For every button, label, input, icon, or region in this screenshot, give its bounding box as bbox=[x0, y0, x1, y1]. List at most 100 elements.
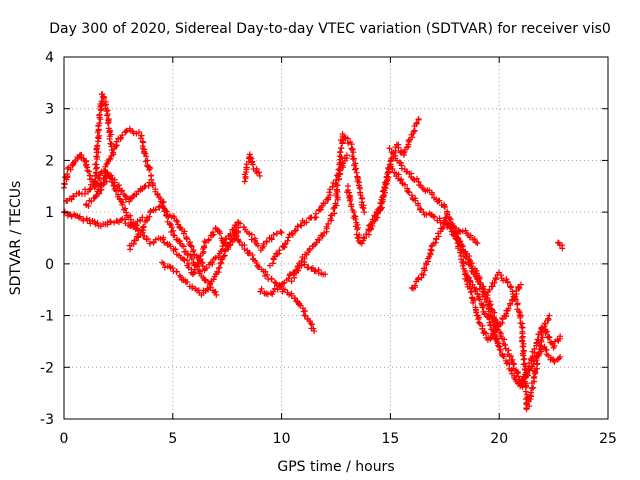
data-point bbox=[396, 159, 403, 166]
data-point bbox=[395, 144, 402, 151]
data-point bbox=[230, 231, 237, 238]
data-point bbox=[225, 246, 232, 253]
data-point bbox=[152, 206, 159, 213]
data-point bbox=[335, 175, 342, 182]
data-point bbox=[325, 220, 332, 227]
data-point bbox=[135, 129, 142, 136]
data-point bbox=[269, 260, 276, 267]
data-point bbox=[291, 228, 298, 235]
data-point bbox=[412, 197, 419, 204]
data-point bbox=[531, 373, 538, 380]
data-point bbox=[339, 130, 346, 137]
data-point bbox=[218, 256, 225, 263]
data-point bbox=[338, 145, 345, 152]
data-point bbox=[195, 253, 202, 260]
data-point bbox=[374, 210, 381, 217]
data-point bbox=[141, 184, 148, 191]
data-point bbox=[429, 191, 436, 198]
data-point bbox=[441, 203, 448, 210]
data-point bbox=[490, 330, 497, 337]
data-point bbox=[227, 239, 234, 246]
data-point bbox=[307, 320, 314, 327]
y-tick-label: 4 bbox=[45, 50, 54, 66]
data-point bbox=[534, 360, 541, 367]
data-point bbox=[303, 219, 310, 226]
data-point bbox=[241, 246, 248, 253]
data-point bbox=[119, 132, 126, 139]
data-point bbox=[173, 268, 180, 275]
data-point bbox=[191, 266, 198, 273]
data-point bbox=[354, 224, 361, 231]
data-point bbox=[177, 274, 184, 281]
data-point bbox=[484, 294, 491, 301]
data-point bbox=[557, 333, 564, 340]
y-tick-label: -1 bbox=[40, 309, 54, 325]
data-point bbox=[337, 171, 344, 178]
data-point bbox=[519, 343, 526, 350]
data-point bbox=[316, 237, 323, 244]
data-point bbox=[99, 91, 106, 98]
data-point bbox=[441, 204, 448, 211]
ticks: 0 5 10 15 20 25 -3 -2 -1 0 1 2 3 4 bbox=[40, 50, 617, 447]
data-point bbox=[88, 198, 95, 205]
data-point bbox=[92, 179, 99, 186]
data-point bbox=[543, 351, 550, 358]
data-point bbox=[184, 278, 191, 285]
data-point bbox=[379, 196, 386, 203]
series-trace-6 bbox=[126, 202, 285, 274]
data-point bbox=[160, 198, 167, 205]
data-point bbox=[86, 217, 93, 224]
data-point bbox=[515, 373, 522, 380]
data-point bbox=[470, 299, 477, 306]
data-point bbox=[201, 243, 208, 250]
series-trace-15 bbox=[386, 145, 503, 350]
data-point bbox=[473, 309, 480, 316]
data-point bbox=[508, 284, 515, 291]
data-point bbox=[536, 348, 543, 355]
y-tick-label: 1 bbox=[45, 205, 54, 221]
plot-frame bbox=[63, 56, 609, 420]
data-point bbox=[526, 403, 533, 410]
data-point bbox=[106, 135, 113, 142]
data-point bbox=[523, 373, 530, 380]
data-point bbox=[190, 270, 197, 277]
data-point bbox=[96, 132, 103, 139]
data-point bbox=[138, 132, 145, 139]
data-point bbox=[189, 283, 196, 290]
data-point bbox=[94, 142, 101, 149]
data-point bbox=[487, 322, 494, 329]
data-point bbox=[263, 239, 270, 246]
data-point bbox=[413, 119, 420, 126]
data-point bbox=[278, 229, 285, 236]
data-point bbox=[348, 203, 355, 210]
data-point bbox=[476, 275, 483, 282]
data-point bbox=[161, 264, 168, 271]
data-point bbox=[517, 281, 524, 288]
data-point bbox=[406, 189, 413, 196]
data-point bbox=[513, 296, 520, 303]
data-point bbox=[353, 165, 360, 172]
data-point bbox=[119, 187, 126, 194]
data-point bbox=[349, 207, 356, 214]
data-point bbox=[71, 211, 78, 218]
data-point bbox=[330, 205, 337, 212]
data-point bbox=[486, 286, 493, 293]
data-point bbox=[410, 128, 417, 135]
data-point bbox=[521, 355, 528, 362]
data-point bbox=[166, 263, 173, 270]
data-point bbox=[357, 192, 364, 199]
data-point bbox=[359, 204, 366, 211]
data-point bbox=[365, 226, 372, 233]
data-point bbox=[467, 261, 474, 268]
data-point bbox=[352, 216, 359, 223]
data-point bbox=[103, 112, 110, 119]
data-point bbox=[146, 166, 153, 173]
data-point bbox=[311, 214, 318, 221]
data-point bbox=[401, 181, 408, 188]
data-point bbox=[292, 227, 299, 234]
data-point bbox=[331, 210, 338, 217]
series-trace-8 bbox=[241, 151, 263, 185]
data-points bbox=[60, 91, 566, 413]
data-point bbox=[493, 336, 500, 343]
data-point bbox=[268, 276, 275, 283]
